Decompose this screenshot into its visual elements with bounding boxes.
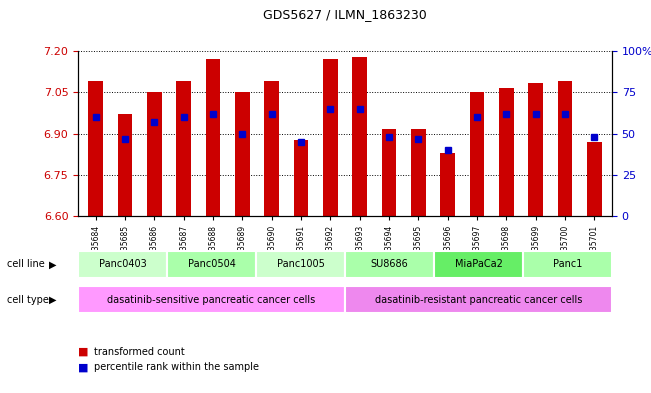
Text: ▶: ▶ [49, 259, 57, 269]
Text: cell line: cell line [7, 259, 44, 269]
Text: ■: ■ [78, 347, 89, 357]
Text: MiaPaCa2: MiaPaCa2 [454, 259, 503, 269]
Bar [264, 81, 279, 216]
Bar [89, 81, 103, 216]
FancyBboxPatch shape [167, 251, 256, 277]
Bar [352, 57, 367, 216]
Bar [176, 81, 191, 216]
FancyBboxPatch shape [434, 251, 523, 277]
Text: cell type: cell type [7, 295, 48, 305]
Bar [469, 92, 484, 216]
Bar [499, 88, 514, 216]
Text: percentile rank within the sample: percentile rank within the sample [94, 362, 259, 373]
FancyBboxPatch shape [345, 251, 434, 277]
Text: Panc1005: Panc1005 [277, 259, 324, 269]
Text: GDS5627 / ILMN_1863230: GDS5627 / ILMN_1863230 [263, 8, 427, 21]
Text: ■: ■ [78, 362, 89, 373]
Bar [118, 114, 132, 216]
Bar [147, 92, 161, 216]
Text: dasatinib-resistant pancreatic cancer cells: dasatinib-resistant pancreatic cancer ce… [375, 295, 582, 305]
Text: Panc0504: Panc0504 [187, 259, 236, 269]
Bar [294, 141, 309, 216]
Bar [323, 59, 338, 216]
FancyBboxPatch shape [78, 251, 167, 277]
Text: ▶: ▶ [49, 295, 57, 305]
Bar [558, 81, 572, 216]
Text: transformed count: transformed count [94, 347, 185, 357]
FancyBboxPatch shape [78, 286, 345, 313]
Bar [440, 153, 455, 216]
Bar [235, 92, 250, 216]
Text: SU8686: SU8686 [370, 259, 408, 269]
Bar [529, 83, 543, 216]
FancyBboxPatch shape [523, 251, 612, 277]
FancyBboxPatch shape [256, 251, 345, 277]
Bar [206, 59, 221, 216]
Text: dasatinib-sensitive pancreatic cancer cells: dasatinib-sensitive pancreatic cancer ce… [107, 295, 316, 305]
Bar [381, 130, 396, 216]
Text: Panc1: Panc1 [553, 259, 582, 269]
Bar [587, 142, 602, 216]
Text: Panc0403: Panc0403 [99, 259, 146, 269]
Bar [411, 130, 426, 216]
FancyBboxPatch shape [345, 286, 612, 313]
